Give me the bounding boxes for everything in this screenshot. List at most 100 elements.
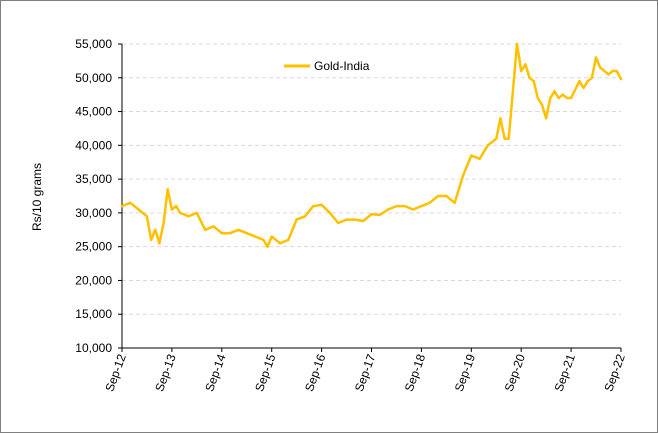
data-point bbox=[337, 221, 340, 225]
data-point bbox=[386, 208, 390, 211]
data-point bbox=[615, 69, 618, 73]
data-point bbox=[303, 215, 307, 218]
data-point bbox=[220, 232, 223, 235]
x-tick-label: Sep-21 bbox=[552, 352, 579, 393]
x-tick-label: Sep-16 bbox=[302, 352, 329, 393]
data-point bbox=[287, 238, 290, 242]
data-point bbox=[378, 213, 381, 217]
series-line-gold-india bbox=[120, 42, 623, 248]
legend-label: Gold-India bbox=[314, 59, 370, 73]
data-point bbox=[603, 69, 606, 73]
y-tick-label: 10,000 bbox=[75, 341, 112, 355]
data-point bbox=[470, 154, 473, 157]
data-point bbox=[569, 96, 573, 100]
x-tick-label: Sep-12 bbox=[102, 352, 129, 393]
data-point bbox=[515, 42, 519, 46]
x-tick-label: Sep-17 bbox=[352, 352, 379, 393]
data-point bbox=[174, 204, 178, 208]
y-tick-label: 30,000 bbox=[75, 206, 112, 220]
x-tick-label: Sep-20 bbox=[502, 352, 529, 393]
data-point bbox=[582, 86, 585, 90]
data-point bbox=[578, 80, 581, 83]
data-point bbox=[420, 204, 423, 208]
data-point bbox=[395, 204, 398, 208]
data-point bbox=[137, 208, 140, 211]
data-point bbox=[619, 77, 623, 81]
x-tick-labels: Sep-12 Sep-13 Sep-14 Sep-15 Sep-16 Sep-17 Sep-… bbox=[102, 352, 628, 393]
data-point bbox=[478, 157, 481, 160]
x-tick-label: Sep-19 bbox=[452, 352, 479, 393]
data-point bbox=[461, 174, 465, 177]
data-point bbox=[312, 204, 315, 208]
data-point bbox=[403, 204, 406, 208]
data-point bbox=[129, 201, 132, 204]
data-point bbox=[495, 137, 498, 140]
data-point bbox=[544, 117, 548, 120]
x-tick-label: Sep-14 bbox=[202, 352, 229, 393]
data-point bbox=[228, 232, 232, 235]
data-point bbox=[145, 215, 149, 218]
data-point bbox=[170, 208, 174, 211]
data-point bbox=[528, 76, 531, 80]
data-point bbox=[120, 204, 124, 208]
data-point bbox=[266, 245, 269, 248]
data-point bbox=[520, 69, 523, 73]
data-point bbox=[149, 238, 153, 242]
data-point bbox=[245, 232, 248, 235]
y-tick-label: 20,000 bbox=[75, 273, 112, 287]
data-point bbox=[253, 235, 257, 238]
data-point bbox=[295, 218, 298, 221]
data-point bbox=[586, 80, 589, 83]
data-point bbox=[499, 117, 502, 120]
data-point bbox=[154, 228, 157, 231]
data-point bbox=[204, 228, 207, 231]
data-point bbox=[162, 221, 165, 225]
y-tick-label: 55,000 bbox=[75, 37, 112, 51]
data-point bbox=[540, 103, 544, 107]
y-tick-label: 40,000 bbox=[75, 138, 112, 152]
x-tick-label: Sep-15 bbox=[252, 352, 279, 393]
data-point bbox=[179, 211, 182, 215]
data-point bbox=[166, 188, 169, 191]
data-point bbox=[549, 96, 552, 100]
y-tick-label: 35,000 bbox=[75, 172, 112, 186]
data-point bbox=[553, 90, 556, 93]
data-point bbox=[345, 218, 348, 221]
data-point bbox=[428, 201, 431, 204]
data-point bbox=[262, 238, 265, 242]
data-point bbox=[328, 211, 332, 215]
data-point bbox=[270, 235, 273, 238]
y-axis-title: Rs/10 grams bbox=[30, 163, 44, 231]
data-point bbox=[599, 66, 602, 69]
legend: Gold-India bbox=[284, 59, 370, 73]
data-point bbox=[557, 96, 560, 100]
data-point bbox=[237, 228, 240, 231]
data-point bbox=[453, 201, 456, 204]
y-tick-label: 15,000 bbox=[75, 307, 112, 321]
x-tick-label: Sep-13 bbox=[152, 352, 179, 393]
y-tick-label: 25,000 bbox=[75, 240, 112, 254]
series-layer bbox=[120, 42, 623, 248]
data-point bbox=[561, 93, 564, 96]
data-point bbox=[278, 242, 282, 245]
data-point bbox=[507, 137, 510, 140]
data-point bbox=[565, 96, 569, 100]
data-point bbox=[158, 242, 161, 245]
data-point bbox=[536, 96, 539, 100]
axes bbox=[118, 43, 622, 352]
data-point bbox=[436, 194, 440, 198]
data-point bbox=[320, 203, 323, 206]
data-point bbox=[370, 213, 373, 216]
data-point bbox=[212, 225, 215, 228]
y-tick-label: 50,000 bbox=[75, 71, 112, 85]
data-point bbox=[594, 56, 598, 59]
y-tick-labels: 10,000 15,000 20,000 25,000 30,000 35,000 40,0… bbox=[75, 37, 112, 355]
data-point bbox=[532, 80, 535, 83]
data-point bbox=[195, 211, 198, 215]
x-tick-label: Sep-22 bbox=[601, 352, 628, 393]
data-point bbox=[511, 90, 515, 93]
data-point bbox=[607, 73, 610, 76]
data-point bbox=[445, 194, 448, 198]
